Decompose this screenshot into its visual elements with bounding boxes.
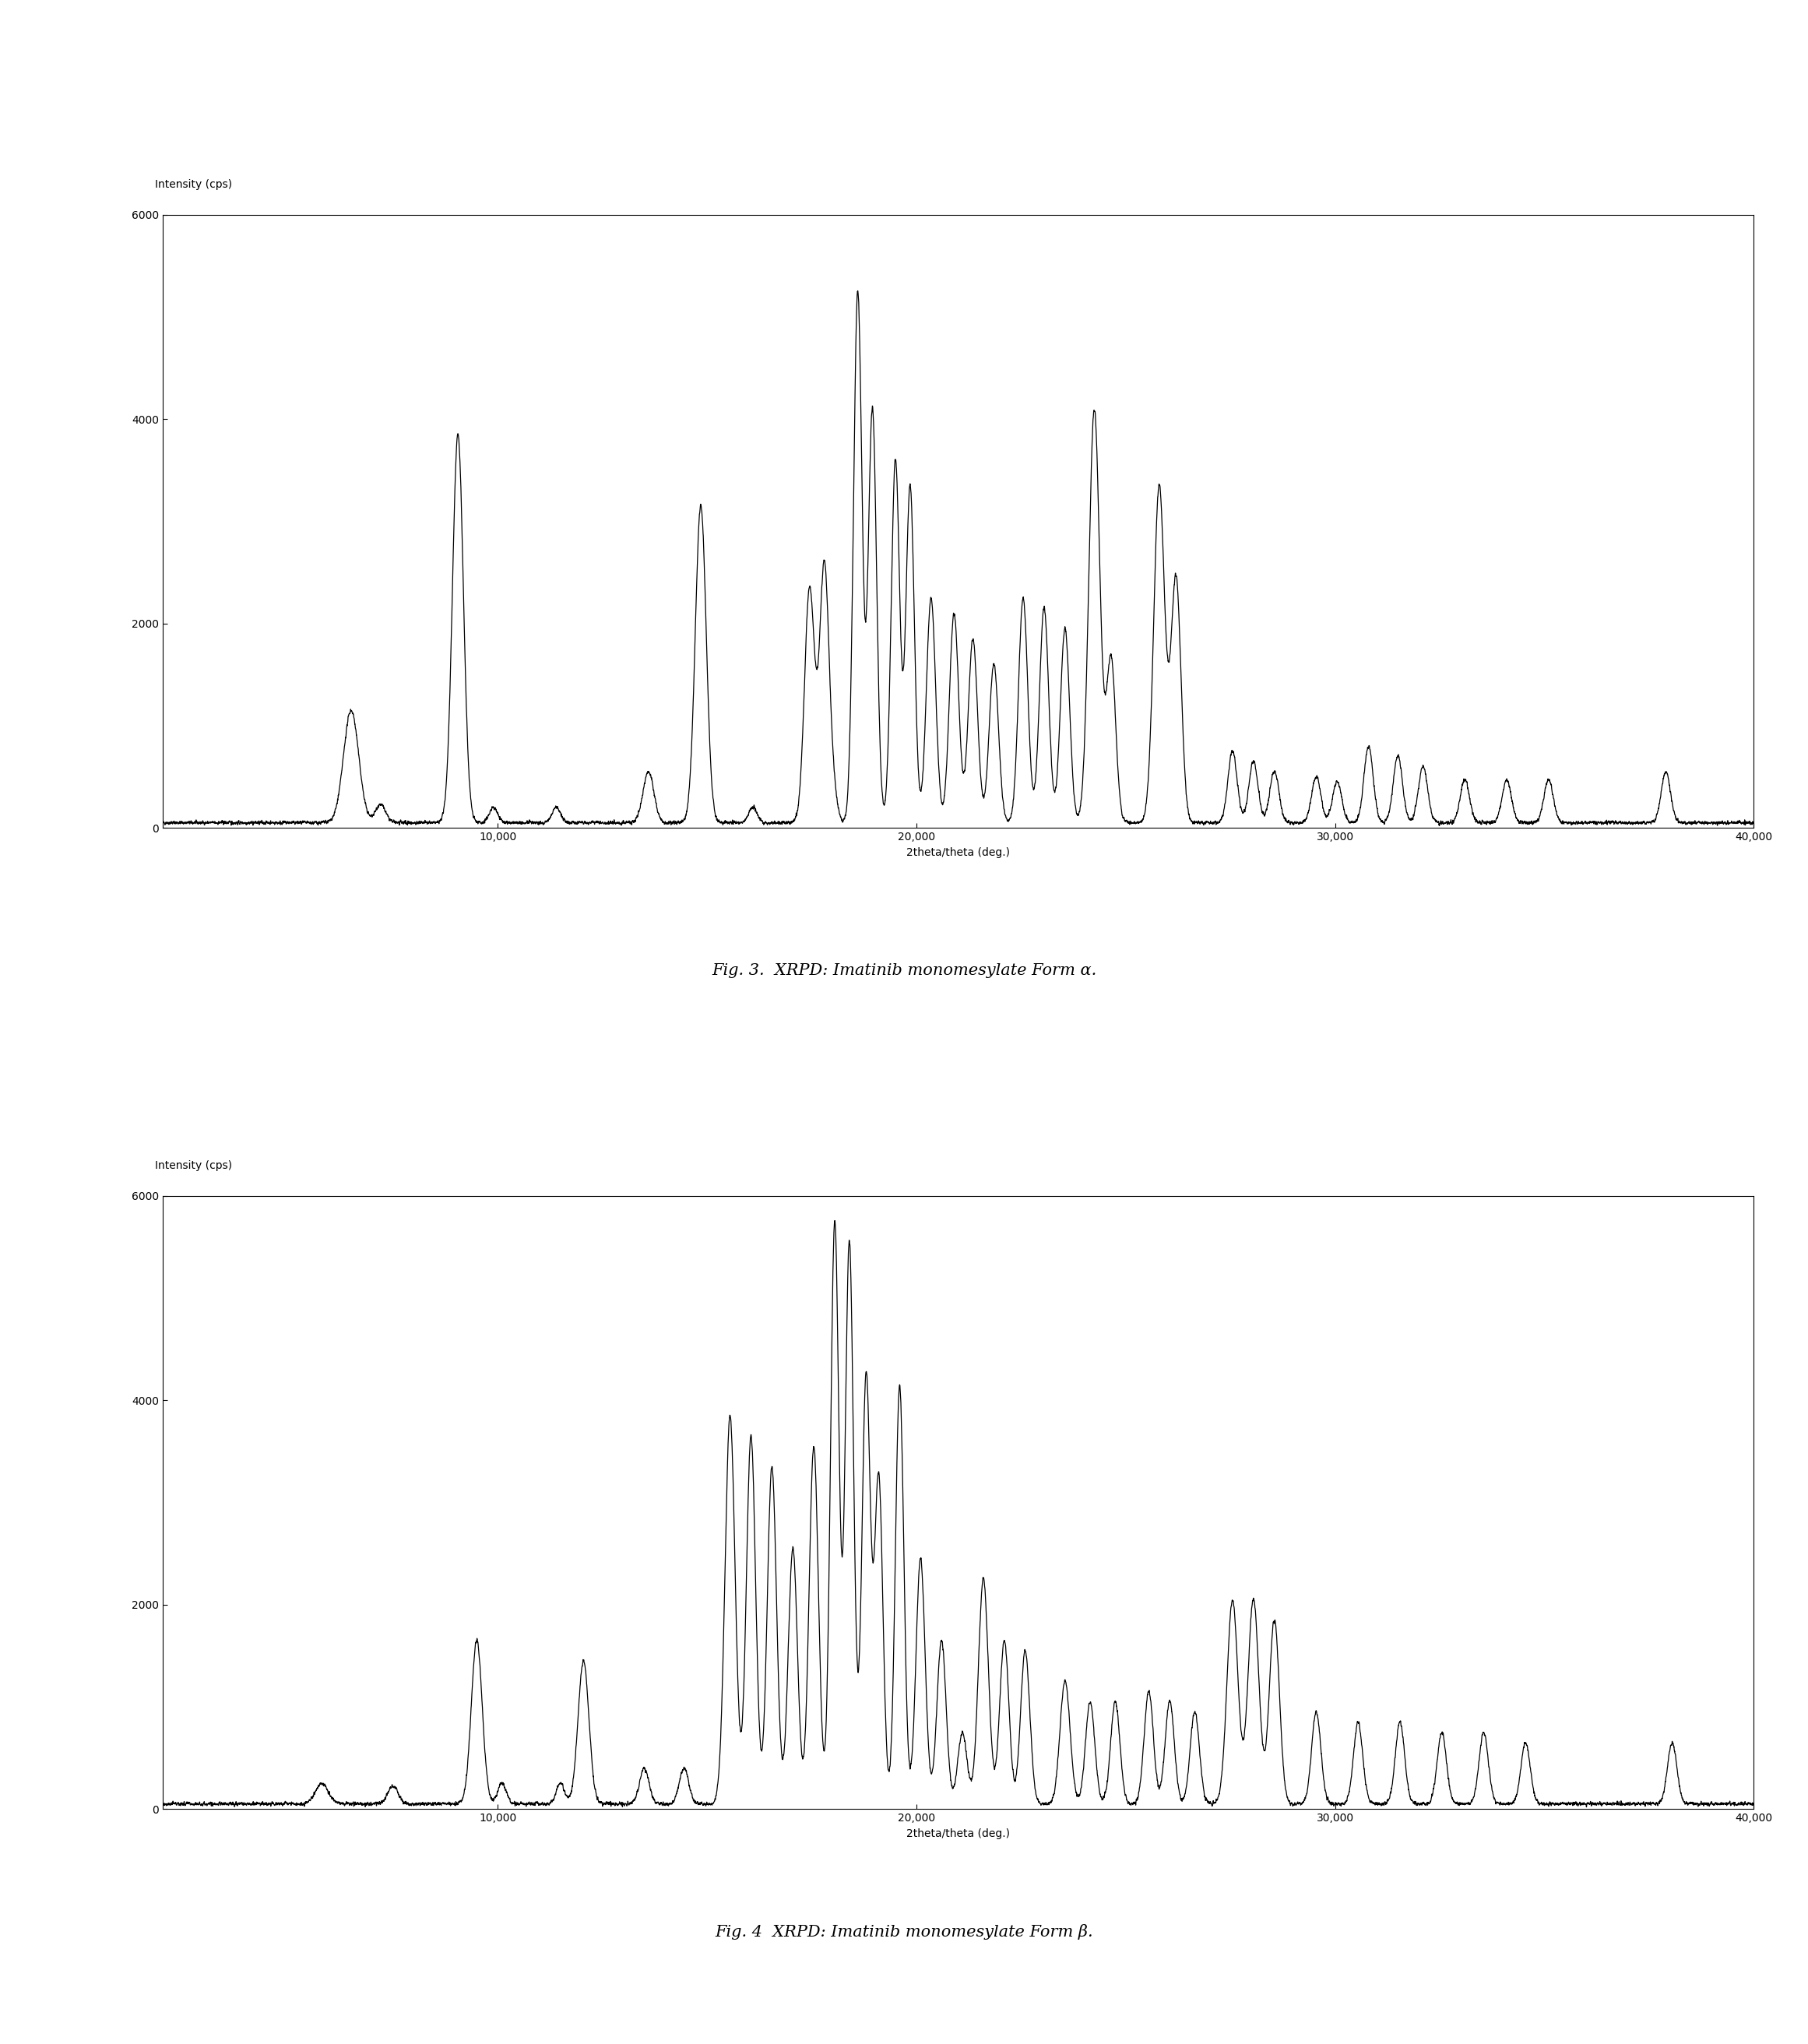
Text: Intensity (cps): Intensity (cps) xyxy=(155,180,231,190)
X-axis label: 2theta/theta (deg.): 2theta/theta (deg.) xyxy=(906,846,1011,858)
Text: Fig. 4  XRPD: Imatinib monomesylate Form β.: Fig. 4 XRPD: Imatinib monomesylate Form … xyxy=(714,1923,1094,1940)
Text: Fig. 3.  XRPD: Imatinib monomesylate Form α.: Fig. 3. XRPD: Imatinib monomesylate Form… xyxy=(712,963,1096,979)
X-axis label: 2theta/theta (deg.): 2theta/theta (deg.) xyxy=(906,1827,1011,1840)
Text: Intensity (cps): Intensity (cps) xyxy=(155,1161,231,1171)
